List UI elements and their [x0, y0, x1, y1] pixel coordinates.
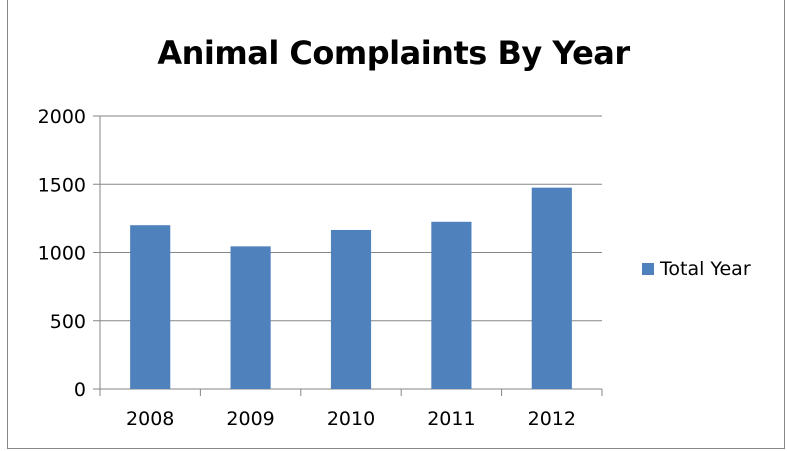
- y-tick-label: 2000: [38, 106, 86, 128]
- y-tick-label: 1000: [38, 243, 86, 265]
- y-tick-labels: 0 500 1000 1500 2000: [38, 106, 86, 401]
- x-tick-label: 2008: [126, 408, 174, 430]
- x-tick-label: 2011: [427, 408, 475, 430]
- legend-swatch: [642, 263, 654, 275]
- x-tick-labels: 2008 2009 2010 2011 2012: [126, 408, 576, 430]
- bar-2008: [130, 225, 171, 389]
- y-tick-label: 500: [50, 311, 86, 333]
- legend-label: Total Year: [659, 258, 751, 280]
- bar-2012: [531, 187, 572, 389]
- bar-2010: [330, 229, 372, 389]
- chart-title: Animal Complaints By Year: [157, 34, 630, 72]
- bar-2011: [431, 221, 472, 389]
- y-tick-label: 1500: [38, 174, 86, 196]
- y-tick-label: 0: [74, 379, 86, 401]
- x-tick-label: 2012: [528, 408, 576, 430]
- bar-2009: [230, 246, 271, 389]
- x-tick-label: 2010: [327, 408, 375, 430]
- bars: [130, 187, 572, 389]
- x-tick-label: 2009: [226, 408, 274, 430]
- legend: Total Year: [642, 258, 751, 280]
